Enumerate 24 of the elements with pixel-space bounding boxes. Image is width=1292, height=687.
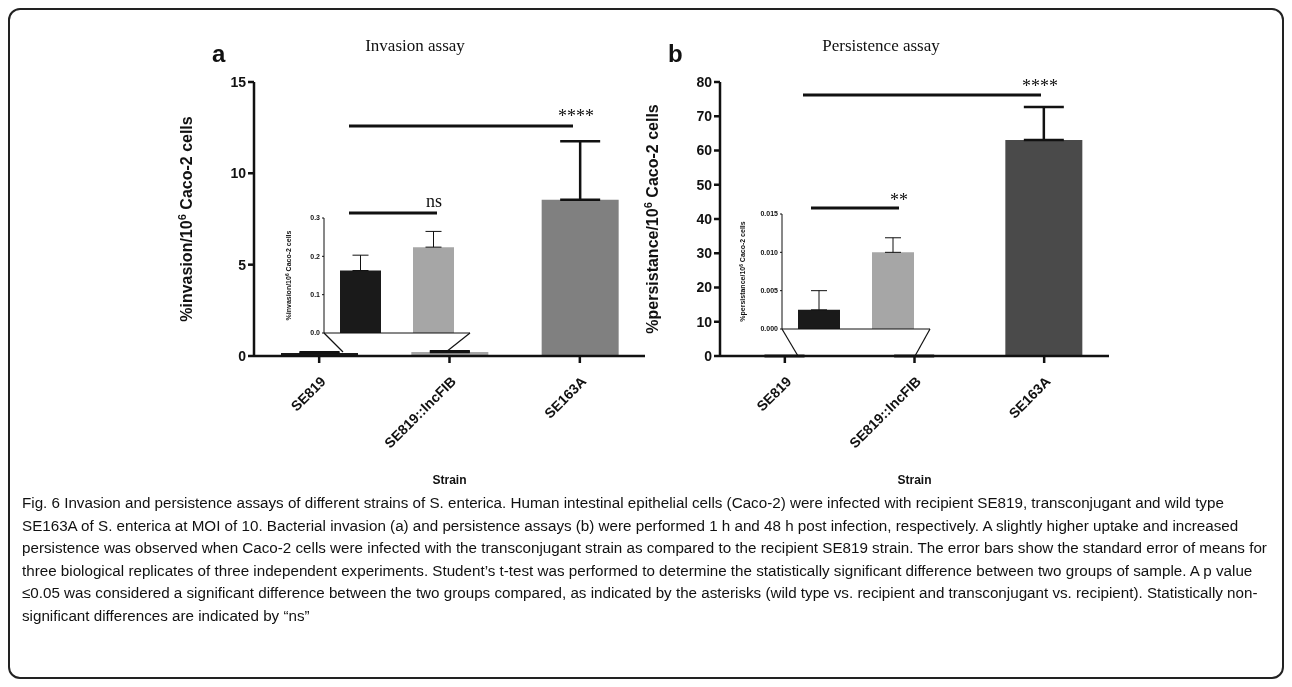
y-tick-label: 15	[230, 73, 247, 90]
y-tick-label: 30	[696, 245, 713, 262]
y-tick-label: 0	[704, 347, 713, 364]
text: b	[668, 40, 683, 68]
y-tick-label: 50	[696, 176, 713, 193]
y-tick-label: 70	[696, 108, 713, 125]
y-tick-label: 40	[696, 210, 713, 227]
text: a	[212, 40, 226, 68]
x-axis-title: Strain	[432, 473, 467, 487]
chart-title: Invasion assay	[364, 36, 466, 56]
y-tick-label: 10	[696, 313, 713, 330]
y-tick-label: 10	[230, 165, 247, 182]
annotation: ****	[1022, 76, 1058, 97]
y-tick-label: 80	[696, 73, 713, 90]
chart-title: Persistence assay	[821, 36, 941, 56]
x-axis-title: Strain	[897, 473, 932, 487]
y-tick-label: 5	[238, 256, 247, 273]
caption: Fig. 6 Invasion and persistence assays of different strains of S. enterica. Human intestinal epithelial cells (Caco-2) were infected with recipient SE819, transconjugant and wild type SE163A of S. enterica at MOI of 10. Bacterial invasion (a) and persistence assays (b) were performed 1 h and 48 h post infection, respectively. A slightly higher uptake and increased persistence was observed when Caco-2 cells were infected with the transconjugant strain as compared to the recipient SE819 strain. The error bars show the standard error of means for three biological replicates of three independent experiments. Student’s t-test was performed to determine the statistically significant difference between two groups of sample. A p value ≤0.05 was considered a significant difference between the two groups compared, as indicated by the asterisks (wild type vs. recipient and transconjugant vs. recipient). Statistically non-significant differences are indicated by “ns”	[22, 493, 1268, 626]
y-tick-label: 60	[696, 142, 713, 159]
y-tick-label: 0	[238, 347, 247, 364]
y-tick-label: 20	[696, 279, 713, 296]
annotation: ns	[426, 191, 443, 212]
annotation: **	[890, 190, 908, 211]
annotation: ****	[558, 106, 594, 127]
